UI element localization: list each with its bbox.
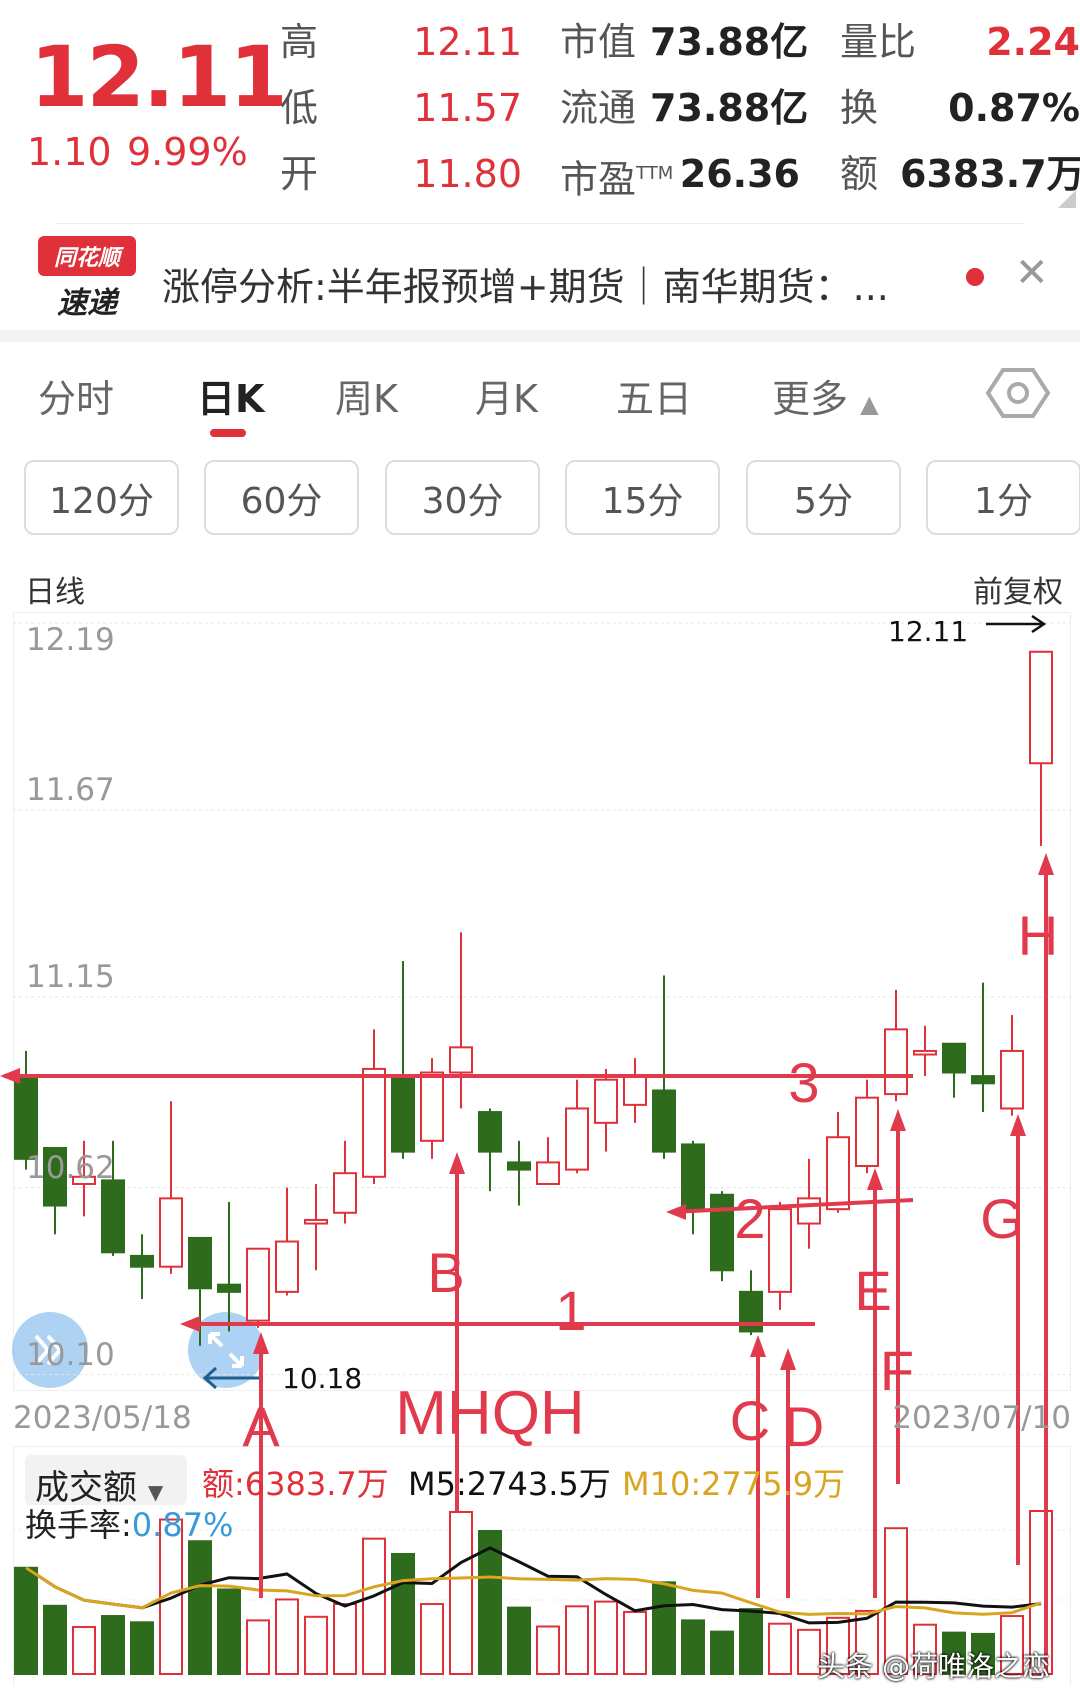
quote-label: 额 — [840, 152, 879, 196]
quote-label: 市盈TTM — [560, 152, 673, 202]
volume-m10: M10:2775.9万 — [622, 1465, 846, 1503]
section-gap — [0, 330, 1080, 342]
unread-dot-icon — [966, 268, 984, 286]
y-tick-label: 10.10 — [26, 1336, 115, 1373]
quote-label: 量比 — [840, 20, 917, 64]
tab-monthly-k[interactable]: 月K — [475, 377, 538, 421]
tab-more[interactable]: 更多 ▲ — [772, 368, 879, 423]
tab-intraday[interactable]: 分时 — [38, 377, 115, 421]
quote-value: 0.87% — [948, 86, 1080, 130]
logo-bottom-text: 速递 — [57, 286, 117, 321]
chevron-down-icon: ▼ — [147, 1480, 164, 1504]
quote-label-text: 市值 — [560, 20, 637, 64]
period-button[interactable]: 1分 — [926, 460, 1080, 535]
price-change: 1.10 — [27, 130, 112, 174]
quote-value: 2.24 — [986, 20, 1080, 64]
chart-period-label: 日线 — [25, 575, 85, 610]
quote-value: 12.11 — [413, 20, 522, 64]
quote-value: 73.88亿 — [650, 20, 809, 64]
adjustment-selector[interactable]: 前复权 — [973, 575, 1063, 610]
tab-weekly-k[interactable]: 周K — [335, 377, 398, 421]
close-icon[interactable]: ✕ — [1015, 250, 1049, 296]
period-button[interactable]: 30分 — [385, 460, 540, 535]
divider — [55, 223, 1025, 224]
period-button[interactable]: 60分 — [204, 460, 359, 535]
quote-value: 11.57 — [413, 86, 522, 130]
quote-label: 流通 — [560, 86, 636, 130]
quote-label: 高 — [280, 20, 319, 64]
quote-value: 6383.7万 — [900, 152, 1080, 196]
quote-label-text: 流通 — [560, 86, 637, 130]
tab-five-day[interactable]: 五日 — [616, 377, 693, 421]
quote-label: 换 — [840, 86, 879, 130]
expand-corner-icon[interactable] — [1058, 190, 1076, 208]
period-button[interactable]: 120分 — [24, 460, 179, 535]
max-price-label: 12.11 — [888, 615, 969, 648]
annotation-label: C — [730, 1389, 770, 1452]
x-label-end: 2023/07/10 — [892, 1400, 1071, 1436]
period-button[interactable]: 15分 — [565, 460, 720, 535]
quote-label: 低 — [280, 86, 319, 130]
triangle-up-icon: ▲ — [860, 390, 879, 418]
min-price-label: 10.18 — [282, 1362, 363, 1395]
tab-daily-k[interactable]: 日K — [197, 377, 265, 421]
watermark: 头条 @荷唯洛之恋 — [817, 1650, 1050, 1683]
volume-m5: M5:2743.5万 — [408, 1465, 611, 1503]
news-headline[interactable]: 涨停分析:半年报预增+期货｜南华期货：... — [162, 265, 889, 309]
y-tick-label: 10.62 — [26, 1149, 115, 1186]
settings-icon[interactable] — [985, 368, 1051, 418]
ttm-sup: TTM — [636, 163, 674, 184]
volume-indicator-dropdown[interactable]: 成交额 ▼ — [25, 1455, 187, 1508]
quote-value: 11.80 — [413, 152, 522, 196]
fullscreen-icon[interactable] — [188, 1312, 264, 1388]
dropdown-label: 成交额 — [35, 1468, 137, 1508]
price-change-pct: 9.99% — [127, 130, 248, 174]
tab-more-label: 更多 — [772, 377, 849, 421]
volume-amount: 额:6383.7万 — [202, 1465, 389, 1503]
y-tick-label: 11.15 — [26, 958, 115, 995]
collapse-chevrons-icon[interactable] — [12, 1312, 88, 1388]
active-tab-indicator — [210, 429, 246, 437]
quote-label: 市值 — [560, 20, 636, 64]
turnover-row: 换手率:0.87% — [25, 1500, 233, 1546]
volume-panel[interactable] — [13, 1446, 1071, 1686]
x-label-start: 2023/05/18 — [13, 1400, 192, 1436]
turnover-label: 换手率: — [25, 1506, 132, 1544]
logo-top-text: 同花顺 — [38, 236, 136, 276]
quote-value: 73.88亿 — [650, 86, 809, 130]
ths-news-logo: 同花顺 速递 — [38, 236, 136, 321]
turnover-value: 0.87% — [131, 1506, 234, 1544]
quote-value: 26.36 — [679, 152, 800, 196]
last-price: 12.11 — [30, 28, 288, 126]
quote-label-text: 市盈 — [560, 157, 637, 202]
y-tick-label: 12.19 — [26, 622, 115, 658]
period-button[interactable]: 5分 — [746, 460, 901, 535]
quote-label: 开 — [280, 152, 319, 196]
kline-panel[interactable] — [13, 612, 1071, 1391]
y-tick-label: 11.67 — [26, 772, 115, 808]
